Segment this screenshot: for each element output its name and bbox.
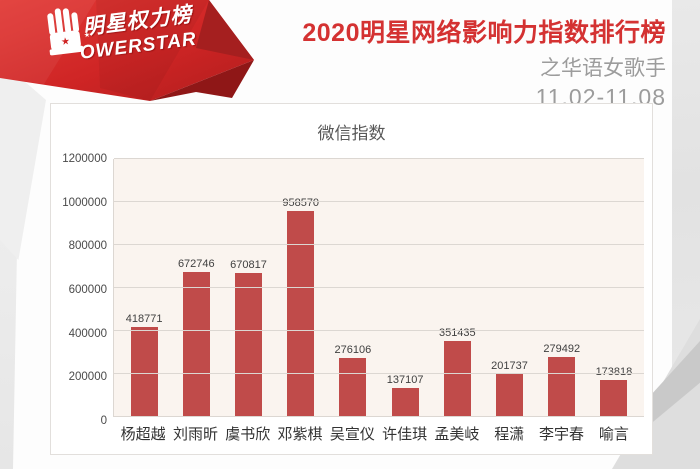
y-tick-label: 800000 (68, 240, 107, 253)
gridline (114, 158, 644, 159)
y-tick-label: 600000 (68, 284, 107, 296)
bar (600, 379, 628, 417)
gridline (114, 201, 644, 202)
bar-value-label: 958570 (282, 196, 320, 209)
bar-value-label: 137107 (386, 373, 424, 386)
bar-slot: 351435 (431, 159, 483, 417)
chart-title: 微信指数 (317, 124, 386, 143)
bar-slot: 279492 (536, 159, 588, 417)
chart-card: 微信指数 0 200000 400000 600000 800000 1000000 120… (50, 103, 653, 455)
y-tick-label: 1200000 (62, 153, 107, 165)
star-icon: ★ (83, 31, 91, 40)
x-axis-label: 许佳琪 (382, 426, 428, 443)
x-axis-label: 吴宣仪 (329, 426, 375, 443)
page-title: 2020明星网络影响力指数排行榜 (302, 19, 666, 47)
bar-slot: 670817 (222, 159, 274, 417)
y-tick-label: 0 (100, 415, 107, 427)
bar-value-label: 418771 (125, 312, 163, 325)
plot-column: 418771 672746 670817 958570 276106 137107 3514… (113, 158, 644, 444)
bar-slot: 418771 (118, 159, 170, 417)
bar (182, 272, 210, 417)
gridline (114, 244, 644, 245)
y-tick-label: 1000000 (62, 196, 107, 209)
bar (130, 326, 158, 417)
y-axis: 0 200000 400000 600000 800000 1000000 1200000 (61, 153, 113, 427)
x-axis-label: 孟美岐 (434, 426, 480, 443)
gridline (114, 373, 644, 374)
bars-row: 418771 672746 670817 958570 276106 137107 3514… (114, 159, 644, 417)
header: 2020明星网络影响力指数排行榜 之华语女歌手 11.02-11.08 (302, 13, 666, 111)
bar-slot: 672746 (170, 159, 222, 417)
bar (287, 210, 315, 417)
bar-value-label: 173818 (595, 365, 633, 378)
svg-text:★: ★ (60, 36, 70, 48)
plot-area: 418771 672746 670817 958570 276106 137107 3514… (113, 158, 644, 417)
page-subtitle: 之华语女歌手 (540, 57, 666, 80)
x-axis-label: 刘雨昕 (172, 426, 218, 443)
bar (443, 341, 471, 417)
bar (496, 373, 524, 417)
bar-slot: 958570 (275, 159, 327, 417)
x-axis-label: 程潇 (494, 426, 525, 443)
bar (339, 357, 367, 417)
bar (548, 356, 576, 417)
star-icon: ★ (109, 13, 118, 24)
x-axis: 杨超越 刘雨昕 虞书欣 邓紫棋 吴宣仪 许佳琪 孟美岐 程潇 李宇春 喻言 (113, 417, 644, 444)
powerstar-logo: ★ ★ ★ ★ ★ 明星权力榜 OWERSTAR (0, 0, 262, 106)
bar-slot: 137107 (379, 159, 431, 417)
x-axis-label: 邓紫棋 (277, 426, 323, 443)
logo-text: 明星权力榜 OWERSTAR (79, 0, 198, 64)
bar-value-label: 201737 (491, 359, 528, 372)
bar-slot: 201737 (483, 159, 535, 417)
bar (235, 272, 262, 417)
bar-slot: 173818 (588, 159, 640, 417)
bar-value-label: 670817 (230, 258, 267, 271)
bar-value-label: 279492 (543, 342, 581, 355)
gridline (114, 287, 644, 288)
bar-slot: 276106 (327, 159, 379, 417)
raised-fist-icon: ★ (47, 8, 84, 56)
bar (391, 387, 419, 417)
y-tick-label: 200000 (68, 371, 107, 384)
x-axis-label: 喻言 (598, 426, 629, 443)
ribbon-banner-shape (0, 0, 254, 101)
y-tick-label: 400000 (68, 327, 107, 340)
gridline (114, 330, 644, 331)
bar-value-label: 276106 (334, 343, 372, 356)
x-axis-label: 虞书欣 (225, 426, 271, 443)
bar-value-label: 672746 (177, 258, 215, 271)
x-axis-label: 李宇春 (539, 426, 585, 443)
logo-content: ★ ★ ★ ★ ★ 明星权力榜 OWERSTAR (44, 0, 263, 95)
chart-body: 0 200000 400000 600000 800000 1000000 1200000 … (61, 153, 644, 444)
gridline (114, 416, 644, 417)
x-axis-label: 杨超越 (120, 426, 166, 443)
